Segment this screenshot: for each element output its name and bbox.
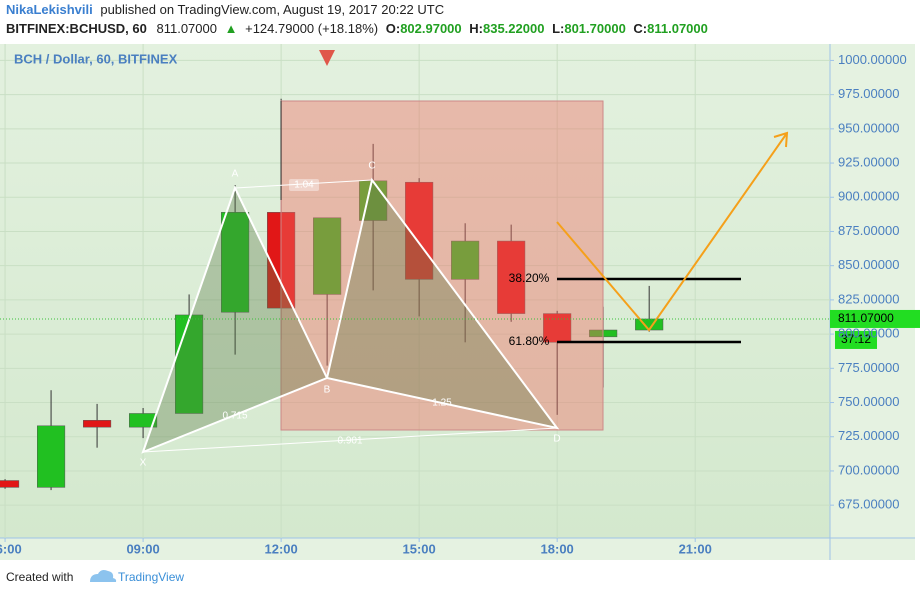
x-tick-label: 18:00 <box>541 541 574 556</box>
ratio-line <box>326 377 558 429</box>
c-label: C: <box>633 21 647 36</box>
box <box>280 100 604 431</box>
candle-body <box>83 420 112 428</box>
point-label: A <box>232 169 239 180</box>
h-value: 835.22000 <box>483 21 544 36</box>
last: 811.07000 <box>156 21 217 36</box>
fib-label: 61.80% <box>509 334 550 348</box>
point-label: C <box>368 161 375 172</box>
footer-brand: TradingView <box>118 570 184 584</box>
candle-body <box>0 480 20 488</box>
candle-body <box>313 217 342 295</box>
price-marker: 811.07000 37:12 <box>0 309 920 349</box>
y-tick-label: 950.00000 <box>838 120 899 135</box>
ratio-line <box>142 427 558 453</box>
candle-body <box>129 413 158 428</box>
x-tick-label: 12:00 <box>264 541 297 556</box>
point-label: D <box>553 434 560 445</box>
x-tick-label: 06:00 <box>0 541 22 556</box>
header-line-2: BITFINEX:BCHUSD, 60 811.07000 ▲ +124.790… <box>6 21 708 36</box>
y-tick-label: 1000.00000 <box>838 52 907 67</box>
ratio-label: 1.25 <box>432 398 452 409</box>
y-tick-label: 875.00000 <box>838 223 899 238</box>
countdown: 37:12 <box>841 332 871 346</box>
arrow: ▲ <box>225 21 238 36</box>
footer-created: Created with <box>6 570 73 584</box>
o-label: O: <box>386 21 400 36</box>
y-tick-label: 700.00000 <box>838 462 899 477</box>
author: NikaLekishvili <box>6 2 93 17</box>
plot-area <box>0 44 830 560</box>
fib-label: 38.20% <box>509 271 550 285</box>
y-tick-label: 975.00000 <box>838 86 899 101</box>
candle-body <box>221 212 250 313</box>
o-value: 802.97000 <box>400 21 461 36</box>
c-value: 811.07000 <box>647 21 708 36</box>
event-marker <box>319 50 335 66</box>
candle-body <box>175 314 204 414</box>
x-axis-area <box>0 538 915 560</box>
ratio-label: 0.715 <box>222 411 247 422</box>
x-tick-label: 21:00 <box>679 541 712 556</box>
y-tick-label: 850.00000 <box>838 257 899 272</box>
candle-body <box>543 313 572 343</box>
ratio-line <box>234 179 373 189</box>
h-label: H: <box>469 21 483 36</box>
y-tick-label: 725.00000 <box>838 428 899 443</box>
y-tick-label: 800.00000 <box>838 326 899 341</box>
point-label: B <box>324 385 331 396</box>
ratio-box <box>289 179 319 191</box>
ratio-label: 0.901 <box>337 436 362 447</box>
change: +124.79000 (+18.18%) <box>245 21 378 36</box>
y-tick-label: 775.00000 <box>838 360 899 375</box>
l-value: 801.70000 <box>564 21 625 36</box>
legend: BCH / Dollar, 60, BITFINEX <box>14 51 178 66</box>
candle-body <box>497 240 526 314</box>
candles <box>0 98 664 491</box>
last-price-label: 811.07000 <box>838 311 894 325</box>
candle-body <box>451 240 480 280</box>
l-label: L: <box>552 21 564 36</box>
point-label: X <box>140 458 147 469</box>
pattern-xab <box>141 185 329 454</box>
logo <box>90 570 117 582</box>
y-tick-label: 750.00000 <box>838 394 899 409</box>
header-line-1: NikaLekishvili published on TradingView.… <box>6 2 444 17</box>
projection-arrowhead <box>773 131 789 148</box>
symbol: BITFINEX:BCHUSD, 60 <box>6 21 147 36</box>
y-tick-label: 900.00000 <box>838 189 899 204</box>
y-tick-label: 825.00000 <box>838 291 899 306</box>
candle-body <box>37 425 66 488</box>
y-tick-label: 675.00000 <box>838 497 899 512</box>
x-tick-label: 09:00 <box>126 541 159 556</box>
last-price-box <box>830 309 920 328</box>
projection <box>556 132 788 332</box>
x-tick-label: 15:00 <box>403 541 436 556</box>
y-axis-area <box>830 44 915 560</box>
y-tick-label: 925.00000 <box>838 154 899 169</box>
published: published on TradingView.com, August 19,… <box>100 2 444 17</box>
countdown-box <box>835 330 877 349</box>
ratio-label: 1.04 <box>294 180 314 191</box>
